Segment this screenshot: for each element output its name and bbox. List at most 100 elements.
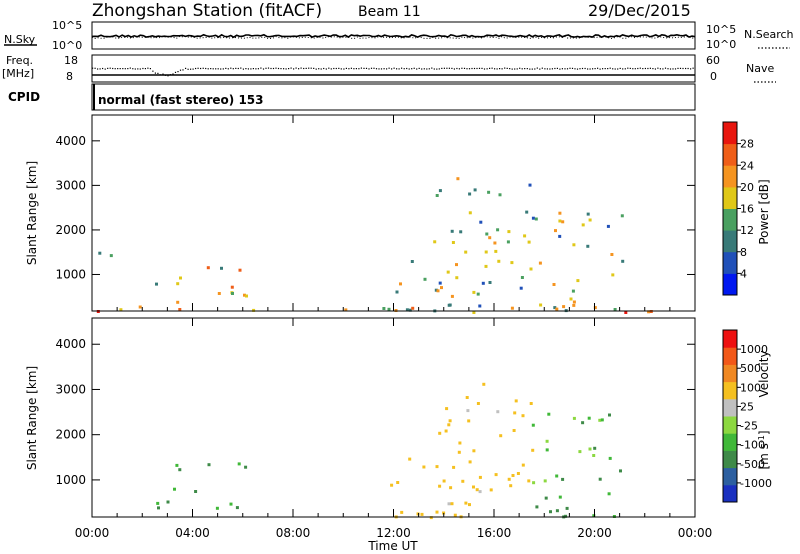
- range-cell: [173, 487, 176, 491]
- freq-point: [529, 68, 531, 70]
- freq-point: [624, 68, 626, 70]
- freq-point: [667, 68, 669, 70]
- range-cell: [243, 293, 246, 297]
- range-cell: [478, 490, 482, 494]
- colorbar-tick-label: -1000: [740, 477, 772, 490]
- freq-point: [388, 67, 390, 69]
- freq-point: [509, 68, 511, 70]
- range-cell: [467, 419, 471, 423]
- freq-point: [323, 67, 325, 70]
- range-cell: [555, 307, 559, 311]
- freq-point: [174, 71, 177, 73]
- range-cell: [593, 446, 597, 450]
- freq-point: [506, 67, 508, 69]
- range-cell: [496, 410, 500, 414]
- range-cell: [408, 457, 412, 461]
- colorbar-swatch: [723, 484, 737, 503]
- freq-point: [398, 68, 400, 70]
- range-cell: [445, 407, 449, 411]
- freq-point: [561, 68, 563, 70]
- range-cell: [607, 492, 611, 496]
- freq-point: [401, 67, 403, 69]
- freq-point: [685, 67, 687, 70]
- freq-point: [97, 68, 99, 70]
- freq-point: [514, 68, 516, 70]
- freq-point: [293, 68, 295, 70]
- range-cell: [598, 477, 602, 481]
- velocity-unit-a: [m s: [757, 443, 771, 469]
- freq-unit: [MHz]: [2, 67, 34, 80]
- range-cell: [468, 460, 472, 464]
- cpid-label: CPID: [8, 90, 40, 104]
- colorbar-tick-label: 100: [740, 381, 761, 394]
- range-cell: [527, 240, 531, 244]
- freq-point: [222, 68, 224, 70]
- range-cell: [587, 416, 591, 420]
- range-cell: [450, 229, 454, 233]
- freq-point: [496, 68, 498, 70]
- range-cell: [549, 510, 552, 514]
- freq-point: [340, 68, 342, 70]
- freq-point: [551, 68, 553, 70]
- freq-series: [92, 67, 694, 77]
- range-cell: [395, 290, 399, 294]
- range-cell: [488, 281, 492, 284]
- freq-point: [491, 67, 493, 69]
- freq-point: [587, 68, 589, 70]
- velocity-colorbar-ticks: 1000 500 100 25 -25 -100 -500 -1000: [737, 343, 772, 490]
- freq-point: [325, 68, 327, 70]
- range-cell: [382, 307, 386, 310]
- freq-point: [320, 68, 322, 70]
- freq-point: [157, 72, 159, 74]
- range-cell: [497, 259, 501, 263]
- range-cell: [510, 261, 514, 265]
- range-cell: [468, 211, 472, 215]
- range-cell: [578, 450, 582, 454]
- range-cell: [138, 305, 142, 309]
- freq-point: [375, 68, 378, 70]
- freq-point: [609, 67, 611, 69]
- range-cell: [440, 286, 443, 290]
- freq-point: [217, 68, 219, 70]
- range-cell: [510, 306, 514, 310]
- freq-point: [232, 68, 234, 70]
- freq-point: [365, 67, 368, 69]
- freq-point: [418, 67, 420, 69]
- freq-point: [343, 68, 345, 70]
- freq-point: [534, 68, 536, 70]
- freq-point: [285, 68, 287, 70]
- velocity-unit-sup: -1: [757, 435, 766, 443]
- freq-point: [134, 68, 136, 70]
- freq-point: [546, 68, 548, 70]
- freq-point: [659, 68, 661, 70]
- range-cell: [507, 477, 511, 481]
- freq-point: [245, 68, 247, 70]
- freq-point: [187, 68, 189, 70]
- freq-point: [602, 68, 604, 70]
- range-cell: [513, 411, 517, 415]
- y-tick-label: 4000: [55, 337, 86, 351]
- freq-point: [594, 68, 596, 70]
- velocity-heatmap: [156, 382, 622, 520]
- range-cell: [387, 307, 391, 311]
- range-cell: [207, 463, 211, 467]
- colorbar-tick-label: 8: [740, 246, 747, 259]
- range-cell: [484, 250, 488, 254]
- range-cell: [572, 300, 576, 304]
- x-tick-label: 08:00: [276, 526, 311, 540]
- colorbar-swatch: [723, 467, 737, 486]
- range-cell: [572, 303, 576, 307]
- freq-point: [280, 68, 282, 70]
- freq-point: [260, 67, 262, 69]
- freq-point: [277, 67, 280, 70]
- range-cell: [476, 292, 480, 296]
- freq-point: [679, 67, 682, 69]
- nave-tick-top: 60: [706, 54, 720, 67]
- range-cell: [472, 290, 476, 294]
- range-cell: [215, 506, 219, 510]
- range-cell: [554, 229, 557, 233]
- freq-point: [669, 68, 672, 70]
- freq-point: [639, 67, 641, 69]
- freq-point: [612, 68, 614, 70]
- range-cell: [576, 279, 580, 283]
